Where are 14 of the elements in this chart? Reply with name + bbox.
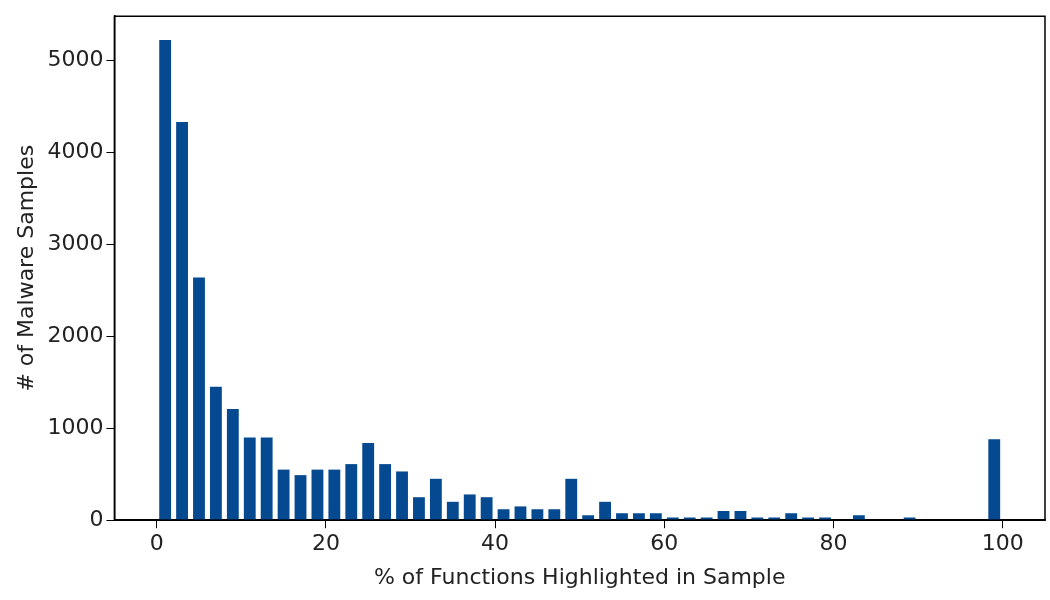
x-tick-label: 0 (149, 530, 164, 556)
x-tick-label: 40 (481, 530, 510, 556)
x-tick-label: 100 (981, 530, 1024, 556)
y-tick-label: 5000 (47, 46, 104, 72)
y-tick-label: 0 (89, 505, 104, 531)
x-tick-label: 60 (650, 530, 679, 556)
x-axis-title: % of Functions Highlighted in Sample (373, 563, 786, 589)
x-tick-label: 20 (311, 530, 340, 556)
y-axis-title: # of Malware Samples (12, 144, 38, 392)
y-tick-label: 4000 (47, 138, 104, 164)
y-tick-label: 2000 (47, 321, 104, 347)
y-tick-label: 3000 (47, 230, 104, 256)
y-tick-label: 1000 (47, 413, 104, 439)
x-tick-label: 80 (819, 530, 848, 556)
